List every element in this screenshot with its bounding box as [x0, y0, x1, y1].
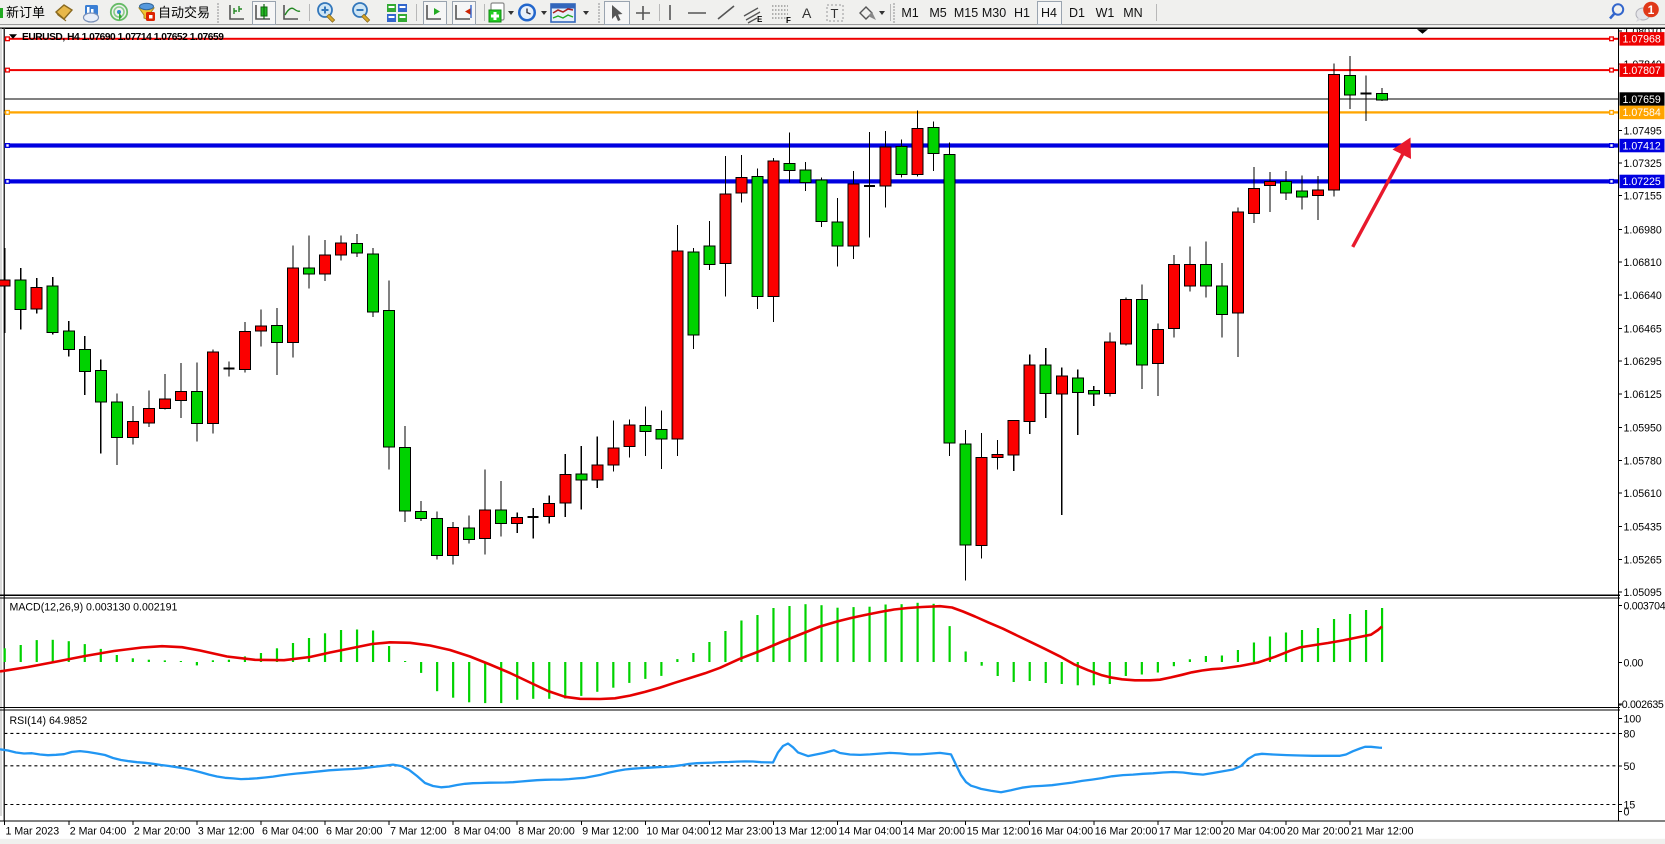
svg-text:14 Mar 04:00: 14 Mar 04:00 [839, 826, 902, 838]
svg-text:M30: M30 [982, 6, 1006, 20]
svg-text:1.07659: 1.07659 [1623, 94, 1661, 106]
svg-text:8 Mar 20:00: 8 Mar 20:00 [518, 826, 575, 838]
svg-text:1.07584: 1.07584 [1623, 107, 1661, 119]
svg-text:1.07325: 1.07325 [1624, 158, 1662, 170]
svg-text:20 Mar 04:00: 20 Mar 04:00 [1223, 826, 1286, 838]
svg-text:EURUSD, H4 1.07690 1.07714 1.: EURUSD, H4 1.07690 1.07714 1.07652 1.076… [22, 32, 224, 43]
svg-text:10 Mar 04:00: 10 Mar 04:00 [646, 826, 709, 838]
svg-text:1.06640: 1.06640 [1624, 290, 1662, 302]
svg-text:14 Mar 20:00: 14 Mar 20:00 [903, 826, 966, 838]
svg-text:8 Mar 04:00: 8 Mar 04:00 [454, 826, 511, 838]
svg-text:H4: H4 [1041, 6, 1057, 20]
svg-text:21 Mar 12:00: 21 Mar 12:00 [1351, 826, 1414, 838]
svg-text:1.05950: 1.05950 [1624, 423, 1662, 435]
svg-text:1.06125: 1.06125 [1624, 389, 1662, 401]
svg-text:15 Mar 12:00: 15 Mar 12:00 [967, 826, 1030, 838]
svg-text:E: E [757, 15, 763, 24]
svg-text:1: 1 [1648, 3, 1655, 17]
svg-text:H1: H1 [1014, 6, 1030, 20]
svg-text:T: T [831, 6, 839, 21]
svg-text:1.07155: 1.07155 [1624, 191, 1662, 203]
svg-text:0.003704: 0.003704 [1624, 600, 1665, 612]
svg-text:MACD(12,26,9) 0.003130 0.00219: MACD(12,26,9) 0.003130 0.002191 [10, 602, 178, 614]
svg-text:20 Mar 20:00: 20 Mar 20:00 [1287, 826, 1350, 838]
svg-text:MN: MN [1123, 6, 1142, 20]
svg-text:12 Mar 23:00: 12 Mar 23:00 [710, 826, 773, 838]
svg-text:50: 50 [1624, 761, 1636, 773]
svg-text:1.07412: 1.07412 [1623, 140, 1661, 152]
svg-text:3 Mar 12:00: 3 Mar 12:00 [198, 826, 255, 838]
svg-text:6 Mar 04:00: 6 Mar 04:00 [262, 826, 319, 838]
svg-text:RSI(14) 64.9852: RSI(14) 64.9852 [10, 715, 88, 727]
svg-text:6 Mar 20:00: 6 Mar 20:00 [326, 826, 383, 838]
svg-text:1.05095: 1.05095 [1624, 587, 1662, 599]
svg-text:15: 15 [1624, 800, 1636, 812]
svg-text:1.05610: 1.05610 [1624, 488, 1662, 500]
svg-text:100: 100 [1624, 713, 1642, 725]
svg-text:2 Mar 04:00: 2 Mar 04:00 [70, 826, 127, 838]
svg-text:M1: M1 [901, 6, 918, 20]
svg-text:A: A [802, 5, 812, 21]
svg-text:2 Mar 20:00: 2 Mar 20:00 [134, 826, 191, 838]
svg-text:F: F [786, 16, 791, 25]
svg-text:自动交易: 自动交易 [158, 5, 210, 20]
svg-text:1.06465: 1.06465 [1624, 324, 1662, 336]
svg-text:1.06295: 1.06295 [1624, 356, 1662, 368]
svg-text:1.07225: 1.07225 [1623, 176, 1661, 188]
svg-text:1.06980: 1.06980 [1624, 224, 1662, 236]
svg-text:7 Mar 12:00: 7 Mar 12:00 [390, 826, 447, 838]
svg-text:1.05435: 1.05435 [1624, 522, 1662, 534]
svg-text:1.05780: 1.05780 [1624, 455, 1662, 467]
svg-text:0.00: 0.00 [1624, 657, 1644, 669]
svg-text:新订单: 新订单 [6, 5, 45, 20]
svg-text:16 Mar 20:00: 16 Mar 20:00 [1095, 826, 1158, 838]
svg-text:16 Mar 04:00: 16 Mar 04:00 [1031, 826, 1094, 838]
svg-text:1.06810: 1.06810 [1624, 257, 1662, 269]
svg-text:80: 80 [1624, 728, 1636, 740]
svg-text:1.07495: 1.07495 [1624, 125, 1662, 137]
svg-text:W1: W1 [1096, 6, 1115, 20]
svg-text:0: 0 [1624, 807, 1630, 819]
svg-text:1.05265: 1.05265 [1624, 554, 1662, 566]
svg-text:-0.002635: -0.002635 [1619, 699, 1664, 711]
svg-text:M15: M15 [954, 6, 978, 20]
svg-text:1 Mar 2023: 1 Mar 2023 [6, 826, 60, 838]
svg-text:13 Mar 12:00: 13 Mar 12:00 [774, 826, 837, 838]
svg-text:1.07968: 1.07968 [1623, 34, 1661, 46]
svg-text:1.07807: 1.07807 [1623, 65, 1661, 77]
svg-text:D1: D1 [1069, 6, 1085, 20]
svg-text:9 Mar 12:00: 9 Mar 12:00 [582, 826, 639, 838]
svg-text:17 Mar 12:00: 17 Mar 12:00 [1159, 826, 1222, 838]
svg-text:M5: M5 [929, 6, 946, 20]
